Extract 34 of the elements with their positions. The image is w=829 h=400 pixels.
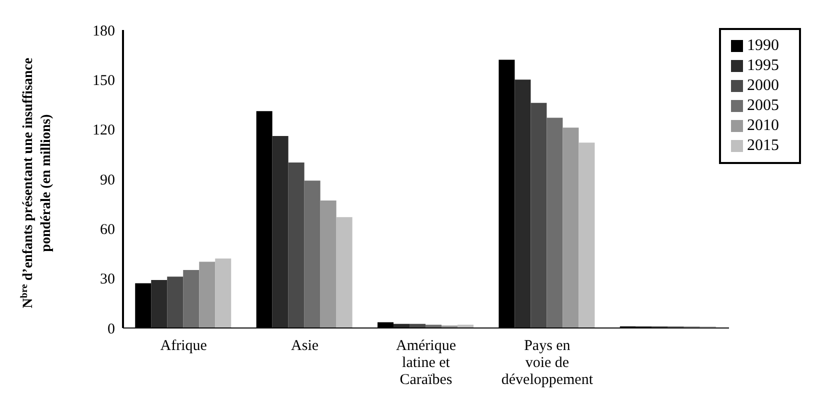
bar xyxy=(458,324,474,328)
legend-label: 2015 xyxy=(747,137,779,154)
y-tick-label: 180 xyxy=(92,23,115,40)
y-tick-label: 30 xyxy=(100,272,115,288)
bar xyxy=(215,258,232,328)
legend-label: 2005 xyxy=(747,97,779,114)
y-tick-label: 0 xyxy=(108,321,115,338)
bar xyxy=(167,276,184,328)
bar xyxy=(183,270,200,328)
bar xyxy=(530,102,547,328)
y-tick-label: 120 xyxy=(92,122,115,139)
bar xyxy=(272,136,288,328)
bar xyxy=(199,262,216,328)
legend-label: 2010 xyxy=(747,117,779,134)
y-tick-label: 60 xyxy=(100,222,115,238)
bar xyxy=(546,118,563,328)
bar xyxy=(336,217,352,328)
bar xyxy=(288,162,304,328)
bar xyxy=(304,180,320,328)
y-tick-label: 90 xyxy=(100,172,115,188)
y-tick-label: 150 xyxy=(92,72,115,89)
legend-label: 1990 xyxy=(747,37,779,54)
legend-label: 1995 xyxy=(747,57,779,74)
bar xyxy=(320,200,336,328)
x-tick-label: Afrique xyxy=(160,338,208,354)
legend-label: 2000 xyxy=(747,77,779,94)
x-tick-label: Amérique latine et Caraïbes xyxy=(396,338,456,388)
bar xyxy=(514,80,531,328)
bar xyxy=(578,142,595,328)
bar xyxy=(426,324,442,328)
bar xyxy=(151,280,168,328)
x-tick-label: Pays en voie de développement xyxy=(501,338,594,388)
x-tick-label: Asie xyxy=(291,338,319,354)
bar xyxy=(562,128,579,328)
